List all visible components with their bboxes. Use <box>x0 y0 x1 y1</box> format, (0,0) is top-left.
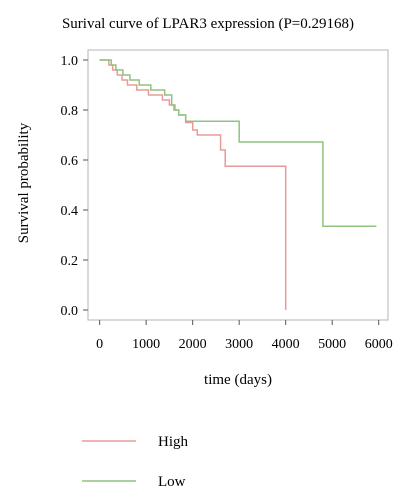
legend: High Low <box>82 434 189 490</box>
x-axis-label: time (days) <box>204 372 272 388</box>
x-tick-label: 0 <box>96 337 103 352</box>
plot-frame <box>87 49 389 321</box>
legend-label-high: High <box>158 434 189 450</box>
x-tick-label: 6000 <box>365 337 393 352</box>
chart-title: Surival curve of LPAR3 expression (P=0.2… <box>62 16 354 32</box>
x-tick-label: 5000 <box>318 337 346 352</box>
y-tick-label: 1.0 <box>61 54 79 69</box>
x-tick-label: 1000 <box>132 337 160 352</box>
x-tick-label: 4000 <box>272 337 300 352</box>
x-axis: 0 1000 2000 3000 4000 5000 6000 <box>96 320 393 352</box>
y-axis-label: Survival probability <box>16 122 32 243</box>
series-lines <box>99 59 377 310</box>
y-tick-label: 0.0 <box>61 304 79 319</box>
y-tick-label: 0.8 <box>61 104 79 119</box>
legend-label-low: Low <box>158 474 186 490</box>
series-line-low <box>99 59 377 228</box>
x-tick-label: 2000 <box>179 337 207 352</box>
series-line-high <box>99 59 287 310</box>
y-tick-label: 0.4 <box>61 204 79 219</box>
x-tick-label: 3000 <box>225 337 253 352</box>
y-tick-label: 0.6 <box>61 154 79 169</box>
y-tick-label: 0.2 <box>61 254 79 269</box>
y-axis: 0.0 0.2 0.4 0.6 0.8 1.0 <box>61 54 88 319</box>
